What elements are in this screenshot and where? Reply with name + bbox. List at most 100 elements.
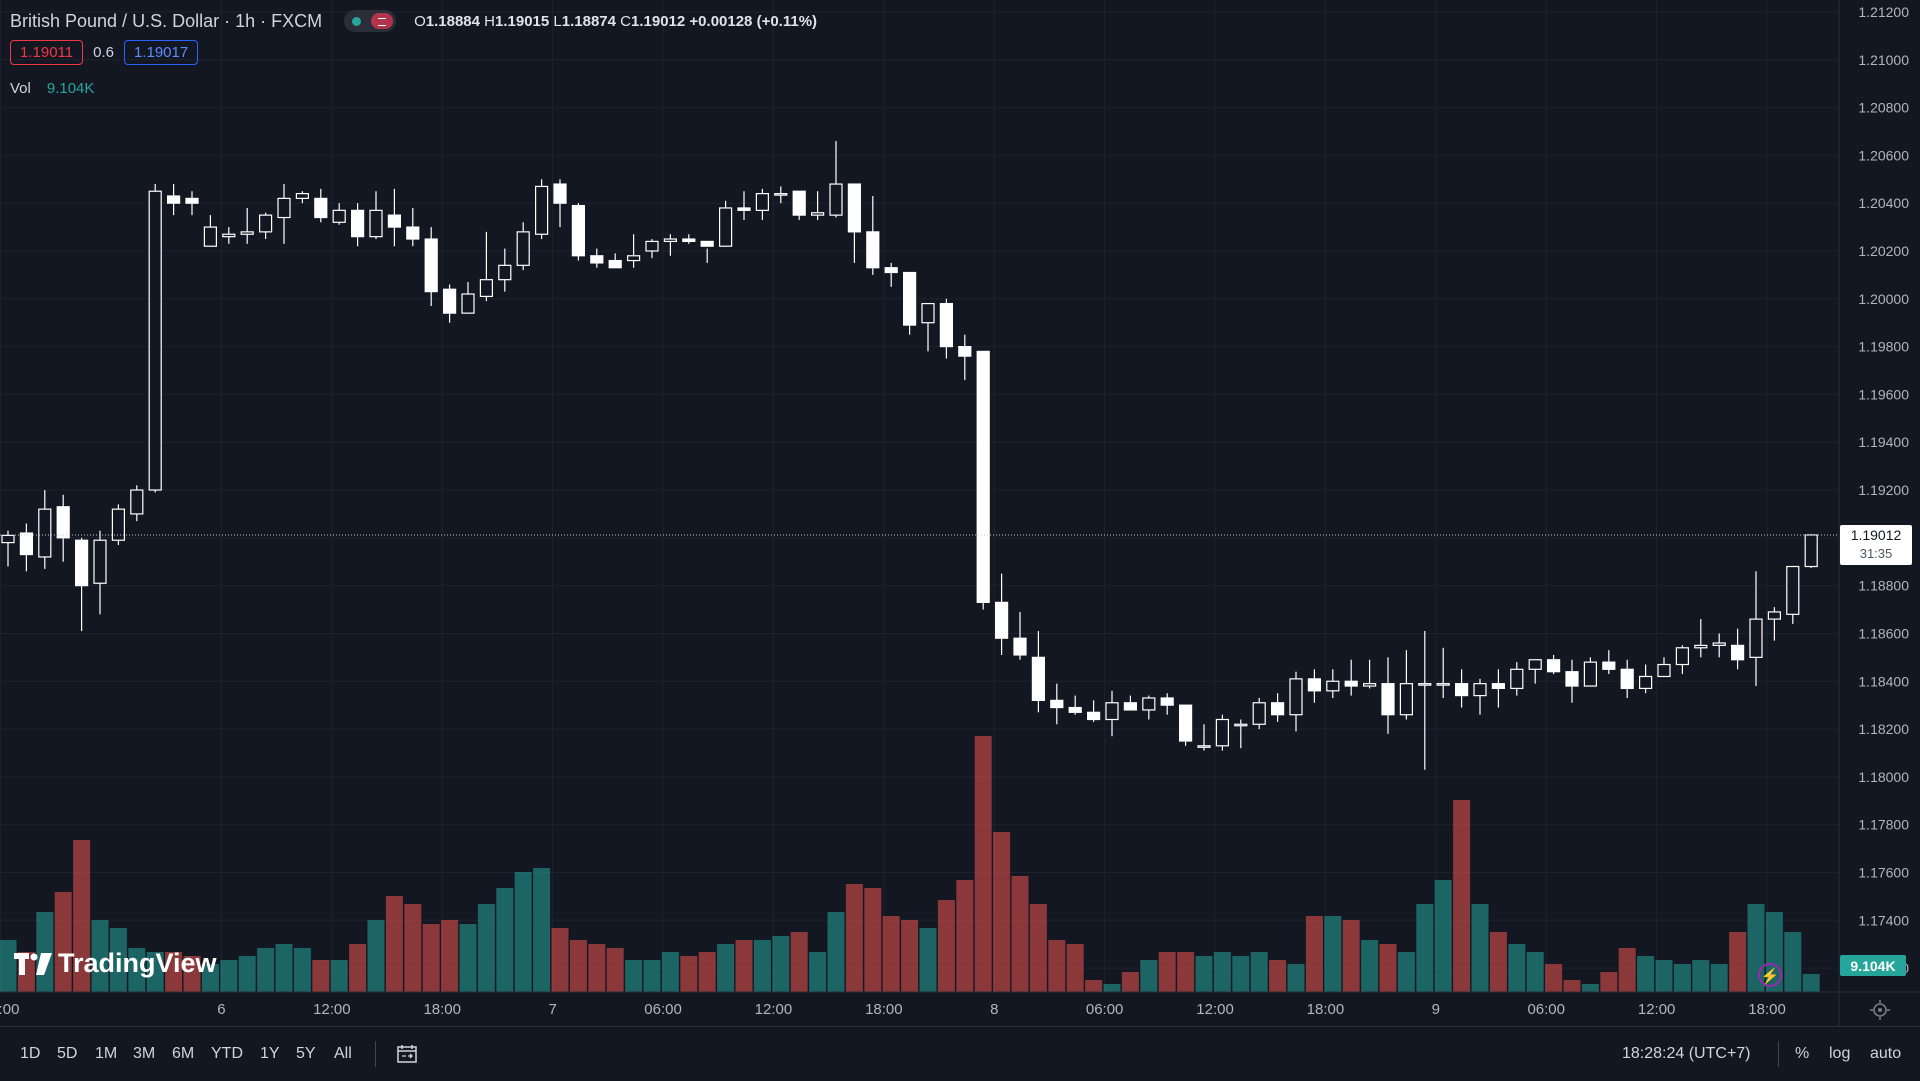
price-chart[interactable]: 1.21200 1.21000 1.20800 1.20600 1.20400 1.202… xyxy=(0,0,1920,1026)
volume-bar xyxy=(661,952,679,992)
candle xyxy=(626,234,641,268)
candle xyxy=(1362,659,1377,689)
candle-body xyxy=(332,209,346,223)
volume-bar xyxy=(1342,920,1360,992)
volume-bar xyxy=(1416,904,1434,992)
volume-bar xyxy=(275,944,293,992)
volume-bar xyxy=(864,888,882,992)
clock-timezone[interactable]: 18:28:24 (UTC+7) xyxy=(1622,1045,1751,1062)
candle xyxy=(645,239,659,259)
candle-body xyxy=(1657,663,1671,678)
candle-body xyxy=(1565,671,1579,687)
volume-bar xyxy=(790,932,808,992)
candle-body xyxy=(1197,745,1211,748)
time-tick-label: 6 xyxy=(217,1001,225,1018)
tradingview-logo[interactable]: TradingView xyxy=(14,948,217,979)
candle xyxy=(1675,645,1690,675)
buy-ask-button[interactable]: 1.19017 xyxy=(123,40,199,65)
candle-body xyxy=(1105,702,1119,721)
price-tick-label: 1.21000 xyxy=(1858,52,1909,68)
candle-body xyxy=(424,238,438,293)
candle-body xyxy=(1142,697,1156,711)
volume-bar xyxy=(1545,964,1563,992)
candle-body xyxy=(608,259,622,269)
candle xyxy=(1123,695,1138,711)
candle-body xyxy=(755,193,770,211)
candle xyxy=(718,200,733,247)
candle-body xyxy=(38,508,52,558)
range-ytd-button[interactable]: YTD xyxy=(211,1045,243,1062)
lightning-icon[interactable]: ⚡ xyxy=(1758,963,1782,987)
candle xyxy=(847,183,862,263)
candle xyxy=(240,207,254,244)
candle-body xyxy=(56,506,70,539)
candle xyxy=(277,184,291,244)
volume-bar xyxy=(809,952,827,992)
candle-body xyxy=(19,532,33,556)
volume-bar xyxy=(146,952,164,992)
candle xyxy=(534,179,549,240)
price-tick-label: 1.20400 xyxy=(1858,195,1909,211)
candle-body xyxy=(1013,637,1027,656)
candle xyxy=(700,240,714,263)
range-all-button[interactable]: All xyxy=(334,1045,352,1062)
candle xyxy=(1326,669,1340,698)
volume-bar xyxy=(1048,940,1066,992)
settings-gear-icon[interactable] xyxy=(1870,1000,1890,1020)
candle xyxy=(1565,659,1579,703)
range-5y-button[interactable]: 5Y xyxy=(296,1045,316,1062)
candle xyxy=(1215,714,1230,751)
candle-body xyxy=(351,209,365,238)
candle xyxy=(994,573,1009,655)
volume-bar xyxy=(698,952,716,992)
range-6m-button[interactable]: 6M xyxy=(172,1045,195,1062)
range-1d-button[interactable]: 1D xyxy=(20,1045,41,1062)
last-price-tag-box xyxy=(1840,524,1912,565)
candle-countdown: 31:35 xyxy=(1860,546,1893,561)
candle-body xyxy=(1510,668,1524,690)
time-axis: 18:00 6 12:00 18:00 7 06:00 12:00 18:00 8 06:00 12… xyxy=(0,1001,1786,1018)
candle xyxy=(1399,650,1414,720)
candle-body xyxy=(1178,704,1193,742)
range-1m-button[interactable]: 1M xyxy=(95,1045,118,1062)
candle-body xyxy=(259,214,273,233)
market-status-toggle[interactable] xyxy=(344,10,397,32)
candle-body xyxy=(1767,611,1782,620)
candle xyxy=(74,537,89,632)
percent-scale-toggle[interactable]: % xyxy=(1795,1045,1810,1062)
date-range-calendar-icon[interactable] xyxy=(396,1043,418,1065)
volume-bar xyxy=(1508,944,1526,992)
candle xyxy=(1730,628,1745,670)
candle-body xyxy=(645,240,659,252)
auto-scale-toggle[interactable]: auto xyxy=(1870,1045,1902,1062)
price-tick-label: 1.17400 xyxy=(1858,912,1909,928)
volume-bar xyxy=(1250,952,1268,992)
chart-grid xyxy=(0,0,1838,992)
volume-bar xyxy=(1729,932,1747,992)
candle xyxy=(369,191,383,240)
candle xyxy=(1804,534,1818,568)
range-5d-button[interactable]: 5D xyxy=(57,1045,78,1062)
ohlc-values: O1.18884 H1.19015 L1.18874 C1.19012 +0.0… xyxy=(414,12,818,30)
price-axis: 1.21200 1.21000 1.20800 1.20600 1.20400 1.202… xyxy=(1858,4,1909,976)
symbol-title[interactable]: British Pound / U.S. Dollar · 1h · FXCM xyxy=(10,10,323,31)
range-3m-button[interactable]: 3M xyxy=(133,1045,156,1062)
volume-bar xyxy=(1011,876,1029,992)
candle-body xyxy=(167,195,181,204)
candle xyxy=(1344,659,1358,696)
candle-body xyxy=(387,214,401,228)
candle-body xyxy=(626,255,641,262)
volume-bar xyxy=(753,940,771,992)
candle-body xyxy=(1620,668,1634,690)
candle-body xyxy=(682,238,696,243)
sell-bid-button[interactable]: 1.19011 xyxy=(10,40,84,65)
candle-body xyxy=(498,264,512,281)
range-1y-button[interactable]: 1Y xyxy=(260,1045,280,1062)
candle xyxy=(1418,631,1432,770)
volume-bar xyxy=(735,940,753,992)
log-scale-toggle[interactable]: log xyxy=(1829,1045,1851,1062)
candle-body xyxy=(1050,699,1064,709)
volume-bar xyxy=(1563,980,1581,992)
candle-body xyxy=(406,226,420,240)
candle-body xyxy=(1730,644,1745,661)
